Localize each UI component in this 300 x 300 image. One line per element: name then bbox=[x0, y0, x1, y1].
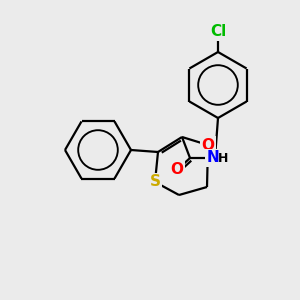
Text: O: O bbox=[202, 137, 214, 152]
Text: S: S bbox=[149, 175, 161, 190]
Text: H: H bbox=[218, 152, 228, 166]
Text: N: N bbox=[207, 151, 219, 166]
Text: Cl: Cl bbox=[210, 25, 226, 40]
Text: O: O bbox=[170, 163, 184, 178]
